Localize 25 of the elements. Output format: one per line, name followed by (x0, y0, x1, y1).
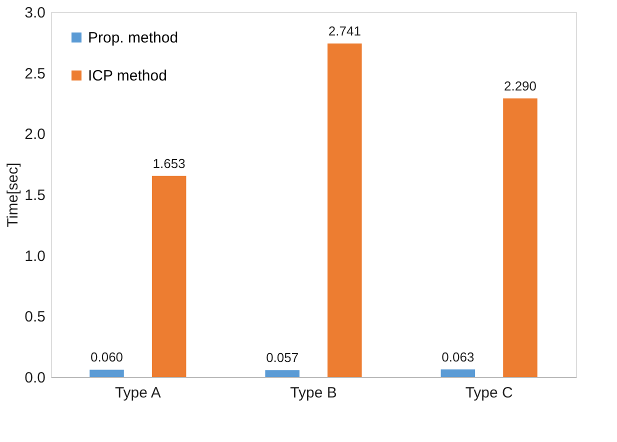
y-tick-label: 3.0 (24, 4, 46, 22)
y-axis-title: Time[sec] (4, 162, 22, 228)
legend-label: Prop. method (88, 30, 178, 46)
data-label: 2.741 (328, 24, 361, 39)
y-tick-label: 2.0 (24, 126, 46, 144)
y-tick-label: 1.5 (24, 187, 46, 204)
y-tick-label: 1.0 (24, 248, 46, 265)
y-tick-label: 0.5 (24, 308, 46, 326)
bar (152, 176, 186, 377)
bar (503, 98, 538, 377)
bar (440, 369, 476, 377)
legend-label: ICP method (88, 68, 167, 84)
x-tick-label: Type C (465, 384, 514, 402)
y-tick-label: 2.5 (24, 65, 46, 82)
y-tick-label: 0.0 (24, 370, 46, 386)
data-label: 1.653 (152, 156, 186, 171)
data-label: 0.060 (90, 350, 124, 365)
x-tick-label: Type A (114, 384, 161, 402)
bar (90, 370, 124, 377)
bar (328, 44, 362, 377)
data-label: 0.057 (266, 350, 299, 366)
x-tick-label: Type B (290, 384, 337, 402)
data-label: 0.063 (442, 349, 474, 364)
data-label: 2.290 (504, 78, 537, 94)
bar (265, 370, 300, 377)
